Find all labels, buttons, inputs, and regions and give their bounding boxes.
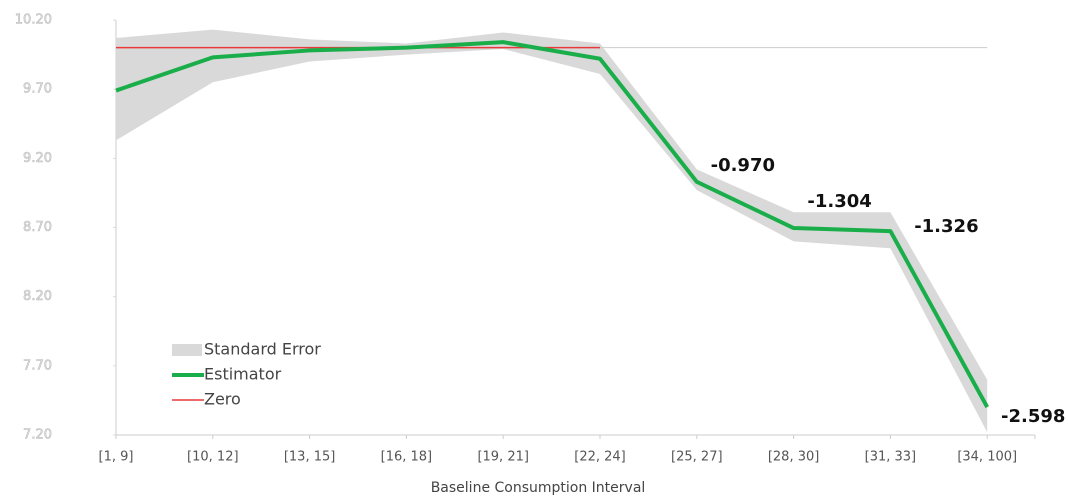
y-tick-label: 8.70 [23, 220, 52, 235]
x-tick-label: [10, 12] [187, 450, 239, 465]
x-tick-label: [16, 18] [381, 450, 433, 465]
y-tick-label: 8.20 [23, 289, 52, 304]
x-tick-label: [1, 9] [99, 450, 134, 465]
y-tick-label: 10.20 [15, 13, 52, 28]
y-tick-label: 7.70 [23, 358, 52, 373]
estimator-line [115, 40, 989, 409]
legend-swatch [172, 344, 202, 356]
x-tick-label: [31, 33] [865, 450, 917, 465]
data-label: -0.970 [711, 155, 775, 176]
error-band [116, 29, 988, 433]
y-tick-label: 7.20 [23, 428, 52, 443]
legend-label: Standard Error [204, 340, 321, 359]
x-tick-label: [28, 30] [768, 450, 820, 465]
data-label: -1.326 [914, 216, 978, 237]
data-label: -1.304 [807, 191, 871, 212]
x-tick-label: [22, 24] [574, 450, 626, 465]
y-tick-label: 9.70 [23, 82, 52, 97]
x-tick-label: [25, 27] [671, 450, 723, 465]
x-tick-label: [13, 15] [284, 450, 336, 465]
data-label: -2.598 [1001, 406, 1065, 427]
x-tick-label: [34, 100] [957, 450, 1017, 465]
legend-label: Zero [204, 390, 241, 409]
y-tick-label: 9.20 [23, 151, 52, 166]
x-axis-title: Baseline Consumption Interval [431, 480, 646, 496]
legend-label: Estimator [204, 365, 282, 384]
x-tick-label: [19, 21] [477, 450, 529, 465]
